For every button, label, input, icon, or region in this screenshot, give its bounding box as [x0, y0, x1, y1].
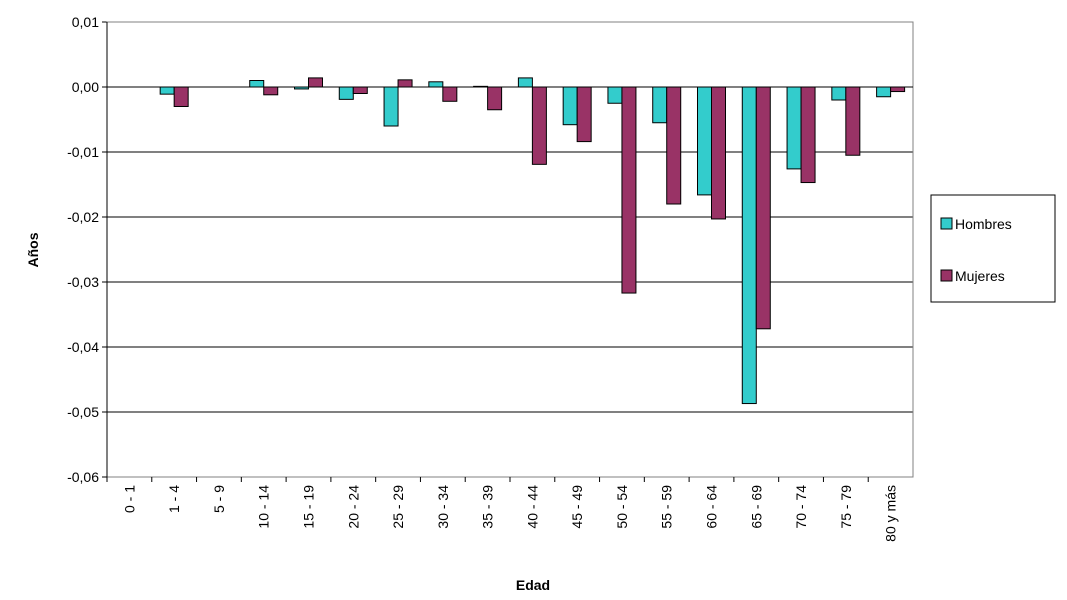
bar	[831, 86, 847, 101]
y-tick-label: -0,06	[67, 469, 99, 485]
x-tick-label: 40 - 44	[524, 485, 540, 529]
x-axis-label: Edad	[516, 577, 550, 593]
y-tick-label: 0,01	[72, 14, 99, 30]
legend-swatch	[940, 217, 953, 230]
x-tick-label: 30 - 34	[435, 485, 451, 529]
bar	[173, 86, 189, 107]
bar	[621, 86, 637, 294]
bar	[697, 86, 712, 196]
legend-swatch	[940, 269, 953, 282]
bar	[338, 86, 354, 100]
x-tick-label: 35 - 39	[480, 485, 496, 529]
x-tick-label: 80 y más	[883, 485, 899, 542]
bar	[517, 77, 533, 88]
legend-box	[930, 194, 1056, 303]
x-tick-label: 0 - 1	[121, 485, 137, 513]
bar	[428, 81, 444, 88]
bar	[711, 86, 726, 220]
bar	[562, 86, 578, 126]
y-tick-label: 0,00	[72, 79, 99, 95]
x-tick-label: 25 - 29	[390, 485, 406, 529]
y-tick-label: -0,04	[67, 339, 99, 355]
bar	[352, 86, 368, 94]
bar	[576, 86, 592, 143]
bar	[531, 86, 547, 165]
bar	[308, 77, 323, 88]
bar	[397, 79, 413, 88]
y-tick-label: -0,05	[67, 404, 99, 420]
bar	[442, 86, 458, 102]
legend-label: Mujeres	[955, 268, 1005, 284]
y-tick-label: -0,03	[67, 274, 99, 290]
x-tick-label: 20 - 24	[345, 485, 361, 529]
y-axis-label: Años	[25, 232, 41, 267]
bar	[800, 86, 816, 184]
x-tick-label: 70 - 74	[793, 485, 809, 529]
x-tick-label: 75 - 79	[838, 485, 854, 529]
x-tick-label: 5 - 9	[211, 485, 227, 513]
x-tick-label: 45 - 49	[569, 485, 585, 529]
bar	[876, 86, 892, 98]
x-tick-label: 10 - 14	[256, 485, 272, 529]
x-tick-label: 55 - 59	[659, 485, 675, 529]
bar	[263, 86, 279, 96]
x-tick-label: 65 - 69	[748, 485, 764, 529]
bar	[741, 86, 757, 405]
bar	[845, 86, 861, 156]
x-tick-label: 1 - 4	[166, 485, 182, 513]
bar	[487, 86, 503, 111]
bar	[383, 86, 399, 127]
bar	[755, 86, 771, 330]
y-tick-label: -0,02	[67, 209, 99, 225]
bar	[249, 80, 265, 88]
x-tick-label: 15 - 19	[301, 485, 317, 529]
bar	[666, 86, 682, 205]
bar	[890, 86, 906, 93]
y-tick-label: -0,01	[67, 144, 99, 160]
bar	[159, 86, 175, 95]
legend-label: Hombres	[955, 216, 1012, 232]
x-tick-label: 50 - 54	[614, 485, 630, 529]
bar	[652, 86, 668, 124]
bar	[786, 86, 802, 170]
bar	[607, 86, 623, 104]
x-tick-label: 60 - 64	[704, 485, 720, 529]
